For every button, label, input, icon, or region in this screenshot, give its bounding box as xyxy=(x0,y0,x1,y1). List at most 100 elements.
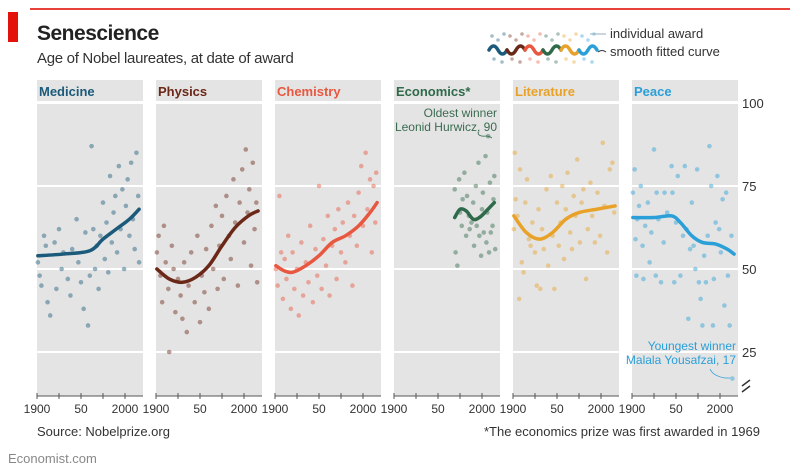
data-point xyxy=(166,286,171,292)
x-tick-label: 2000 xyxy=(231,402,258,416)
brand-link[interactable]: Economist.com xyxy=(8,451,97,466)
data-point xyxy=(37,273,42,278)
fitted-curve xyxy=(274,200,379,275)
data-point xyxy=(715,173,720,179)
data-point xyxy=(467,226,472,232)
plot-area xyxy=(394,104,500,396)
data-point xyxy=(250,160,256,166)
data-point xyxy=(481,230,487,235)
panel-label: Economics* xyxy=(396,84,471,99)
data-point xyxy=(519,260,525,265)
y-tick-label: 100 xyxy=(742,96,764,111)
data-point xyxy=(478,253,484,259)
data-point xyxy=(492,173,497,179)
panel-label: Peace xyxy=(634,84,672,99)
data-point xyxy=(231,177,236,182)
fitted-curve xyxy=(512,204,617,241)
data-point xyxy=(548,173,554,179)
data-point xyxy=(524,177,530,182)
y-tick-label: 50 xyxy=(742,262,756,277)
legend-dot xyxy=(544,34,548,38)
data-point xyxy=(460,196,465,202)
data-point xyxy=(632,167,637,172)
data-point xyxy=(69,246,75,252)
panel-label: Medicine xyxy=(39,84,95,99)
data-point xyxy=(111,210,116,215)
data-point xyxy=(630,190,636,195)
footnote: *The economics prize was first awarded i… xyxy=(483,424,760,439)
data-point xyxy=(102,256,108,262)
legend-dot xyxy=(564,57,568,61)
data-point xyxy=(373,170,379,176)
data-point xyxy=(694,167,700,172)
data-point xyxy=(235,283,241,288)
data-point xyxy=(284,276,289,282)
x-tick-label: 1900 xyxy=(143,402,170,416)
legend-dot xyxy=(562,34,566,38)
data-point xyxy=(132,246,137,252)
data-point xyxy=(35,260,41,265)
data-point xyxy=(579,200,584,205)
data-point xyxy=(490,223,495,229)
data-point xyxy=(727,323,732,328)
legend-dot xyxy=(508,34,512,38)
data-point xyxy=(171,266,176,272)
data-point xyxy=(521,270,526,275)
data-point xyxy=(559,183,565,189)
data-point xyxy=(186,283,191,288)
data-point xyxy=(43,243,49,249)
legend-dot xyxy=(538,32,542,36)
data-point xyxy=(693,266,698,272)
chart-subtitle: Age of Nobel laureates, at date of award xyxy=(37,50,294,67)
panel-header xyxy=(37,80,143,101)
data-point xyxy=(610,160,615,166)
legend-dot xyxy=(546,57,550,61)
data-point xyxy=(470,200,476,205)
data-point xyxy=(479,206,485,212)
data-point xyxy=(39,283,44,288)
data-point xyxy=(89,143,94,149)
data-point xyxy=(670,190,675,195)
data-point xyxy=(592,240,598,245)
data-point xyxy=(725,273,731,278)
data-point xyxy=(213,203,219,209)
data-point xyxy=(513,196,518,202)
x-tick-label: 2000 xyxy=(707,402,734,416)
data-point xyxy=(691,243,696,249)
panel-physics: Physics 1900 50 2000 xyxy=(143,80,262,416)
data-point xyxy=(539,226,545,232)
data-point xyxy=(565,170,570,176)
legend-graphic xyxy=(487,32,607,64)
data-point xyxy=(526,236,532,242)
data-point xyxy=(321,236,326,242)
annotation-arrow xyxy=(709,368,730,379)
data-point xyxy=(664,210,670,215)
x-tick-label: 1900 xyxy=(381,402,408,416)
data-point xyxy=(107,173,113,179)
panel-medicine: Medicine 1900 50 2000 xyxy=(24,80,143,416)
data-point xyxy=(45,299,50,305)
data-point xyxy=(705,233,710,239)
data-point xyxy=(288,306,294,312)
data-point xyxy=(340,220,346,225)
data-point xyxy=(313,246,318,252)
data-point xyxy=(523,200,528,205)
data-point xyxy=(336,206,341,212)
data-point xyxy=(371,183,376,189)
data-point xyxy=(486,250,492,255)
plot-area xyxy=(156,104,262,396)
data-point xyxy=(369,250,375,255)
panel-header xyxy=(156,80,262,101)
data-point xyxy=(280,296,286,302)
data-point xyxy=(356,190,361,195)
data-point xyxy=(188,250,194,255)
data-point xyxy=(282,256,287,262)
data-point xyxy=(169,243,175,249)
data-point xyxy=(96,286,101,292)
data-point xyxy=(113,193,118,199)
data-point xyxy=(464,193,470,199)
data-point xyxy=(588,180,593,185)
top-rule xyxy=(30,8,790,10)
data-point xyxy=(698,296,703,302)
x-tick-label: 2000 xyxy=(469,402,496,416)
